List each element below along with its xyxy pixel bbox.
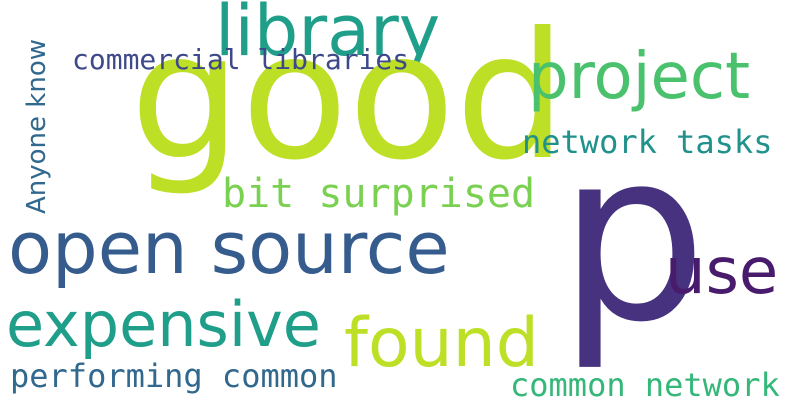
word-bit-surprised: bit surprised <box>222 171 536 217</box>
word-use: use <box>665 235 779 309</box>
word-p: p <box>558 101 708 374</box>
word-open-source: open source <box>8 206 450 290</box>
word-project: project <box>528 40 751 114</box>
word-performing-common: performing common <box>10 357 338 395</box>
word-found: found <box>344 304 539 383</box>
word-commercial-libraries: commercial libraries <box>72 43 410 76</box>
word-library: library <box>215 0 441 72</box>
word-expensive: expensive <box>6 288 321 361</box>
word-anyone-know: Anyone know <box>22 38 52 214</box>
word-good: good <box>130 0 567 199</box>
word-network-tasks: network tasks <box>522 123 773 161</box>
word-common-network: common network <box>510 366 780 400</box>
